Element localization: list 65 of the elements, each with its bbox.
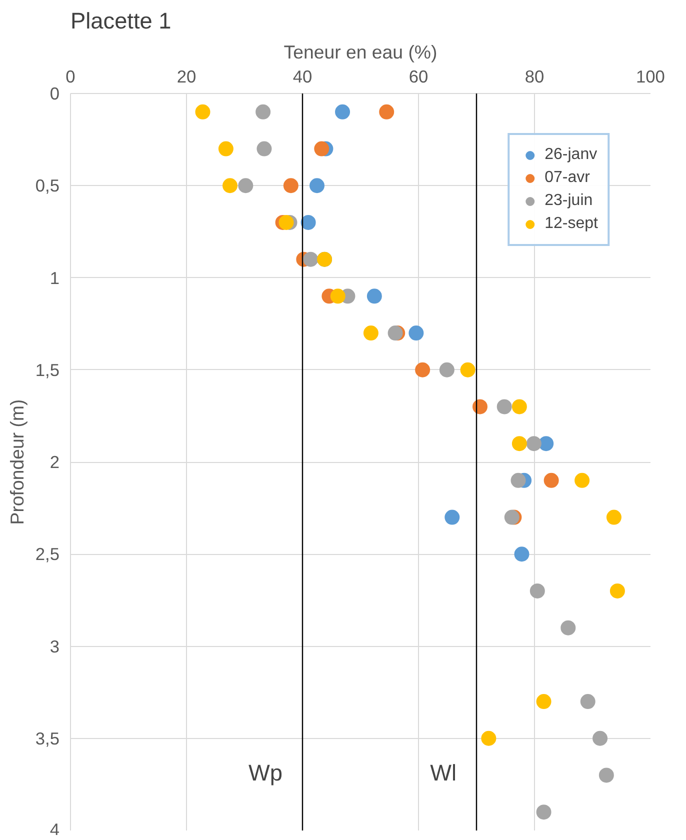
point xyxy=(530,583,545,598)
point xyxy=(510,472,526,488)
point xyxy=(222,178,238,194)
x-tick-label: 40 xyxy=(292,66,312,86)
y-tick-label: 0 xyxy=(50,84,60,104)
point xyxy=(256,104,271,120)
point xyxy=(610,583,625,598)
point xyxy=(472,399,488,414)
point xyxy=(330,288,346,304)
legend-label: 26-janv xyxy=(544,146,598,164)
point xyxy=(283,178,298,194)
ref-line-label: Wl xyxy=(430,760,457,786)
point xyxy=(536,694,552,710)
x-axis-title: Teneur en eau (%) xyxy=(284,42,438,62)
point xyxy=(606,510,622,525)
legend-label: 12-sept xyxy=(544,215,598,233)
x-tick-label: 20 xyxy=(176,66,196,86)
legend-label: 07-avr xyxy=(544,169,590,187)
point xyxy=(526,436,542,452)
point xyxy=(366,288,382,304)
point xyxy=(598,768,614,783)
point xyxy=(379,104,394,120)
point xyxy=(335,104,350,120)
y-tick-label: 3,5 xyxy=(35,728,60,748)
legend-label: 23-juin xyxy=(544,192,593,210)
y-tick-label: 3 xyxy=(50,636,60,656)
point xyxy=(512,399,527,414)
x-tick-label: 0 xyxy=(66,66,76,86)
point xyxy=(303,252,318,267)
point xyxy=(538,436,554,452)
point xyxy=(218,141,234,156)
y-tick-label: 1 xyxy=(50,268,60,288)
point xyxy=(363,326,378,341)
x-tick-label: 100 xyxy=(636,66,665,86)
y-tick-label: 1,5 xyxy=(35,360,60,380)
point xyxy=(415,362,430,378)
y-tick-label: 2,5 xyxy=(35,544,60,564)
point xyxy=(560,620,576,636)
point xyxy=(481,730,496,746)
point xyxy=(460,362,476,378)
point xyxy=(439,362,454,378)
point xyxy=(580,694,596,710)
chart-title: Placette 1 xyxy=(70,8,172,34)
point xyxy=(514,546,530,562)
point xyxy=(496,399,512,414)
x-tick-label: 60 xyxy=(408,66,428,86)
point xyxy=(195,104,210,120)
point xyxy=(512,436,527,452)
y-tick-label: 0,5 xyxy=(35,176,60,196)
y-axis-title: Profondeur (m) xyxy=(6,399,28,525)
point xyxy=(300,214,316,230)
x-tick-label: 80 xyxy=(524,66,544,86)
point xyxy=(278,214,294,230)
point xyxy=(310,178,324,194)
point xyxy=(408,326,424,341)
point xyxy=(256,141,272,156)
point xyxy=(238,178,254,194)
y-tick-label: 2 xyxy=(50,452,60,472)
point xyxy=(536,804,552,820)
point xyxy=(544,472,559,488)
ref-line-label: Wp xyxy=(248,760,282,786)
point xyxy=(314,141,330,156)
point xyxy=(592,730,608,746)
point xyxy=(574,472,590,488)
point xyxy=(444,510,460,525)
